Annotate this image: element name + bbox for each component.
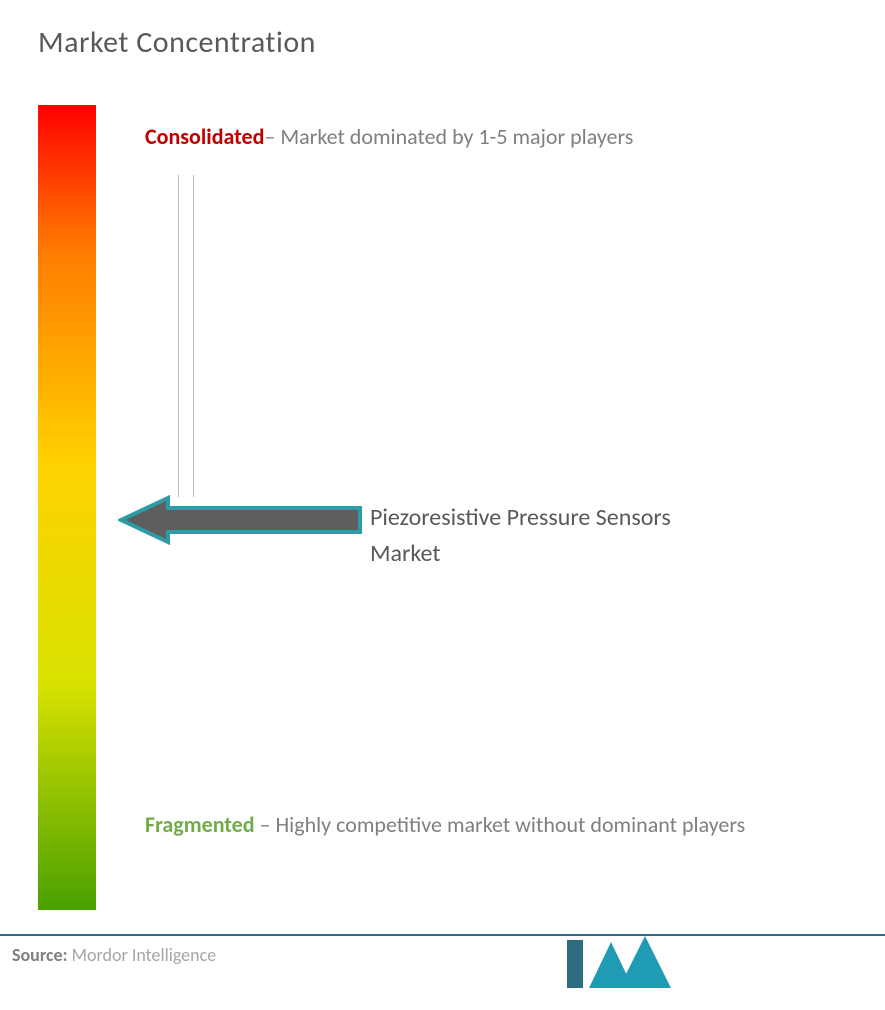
page-title: Market Concentration	[38, 24, 316, 61]
concentration-gradient-bar	[38, 105, 96, 910]
market-label: Piezoresistive Pressure Sensors Market	[370, 500, 700, 572]
consolidated-text-block: Consolidated– Market dominated by 1-5 ma…	[145, 112, 845, 163]
source-value: Mordor Intelligence	[68, 944, 217, 966]
source-label: Source:	[12, 944, 68, 966]
fragmented-desc: – Highly competitive market without domi…	[255, 811, 746, 838]
footer-separator	[0, 934, 885, 936]
arrow-left-icon	[118, 495, 363, 545]
consolidated-label: Consolidated	[145, 123, 264, 150]
fragmented-text-block: Fragmented – Highly competitive market w…	[145, 800, 845, 851]
source-attribution: Source: Mordor Intelligence	[12, 944, 216, 966]
mordor-logo-icon	[567, 930, 677, 990]
fragmented-label: Fragmented	[145, 811, 255, 838]
consolidated-desc: – Market dominated by 1-5 major players	[264, 123, 633, 150]
infographic-container: Market Concentration Consolidated– Marke…	[0, 0, 885, 1010]
connector-line-2	[193, 175, 194, 497]
connector-line-1	[178, 175, 179, 497]
market-position-arrow	[118, 495, 363, 545]
